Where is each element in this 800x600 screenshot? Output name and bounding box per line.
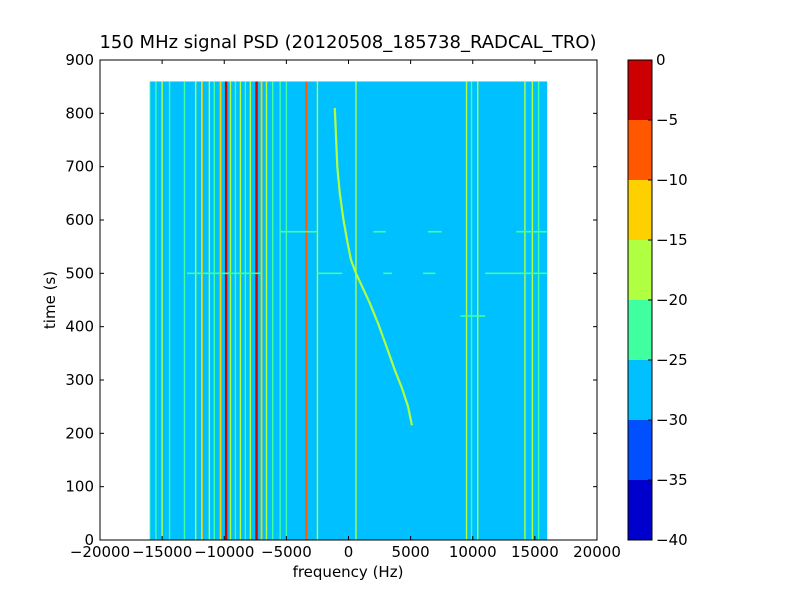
time-artifact-0-0 xyxy=(186,272,262,275)
spectral-line-7 xyxy=(208,81,211,540)
colorbar-segment-6 xyxy=(628,120,652,180)
spectral-line-29 xyxy=(531,81,534,540)
y-axis-ticks: 0 100 200 300 400 500 600 700 800 900 xyxy=(65,51,597,549)
colorbar-segment-7 xyxy=(628,60,652,120)
colorbar-segment-3 xyxy=(628,300,652,360)
spectral-line-8 xyxy=(213,81,216,540)
spectral-line-6 xyxy=(200,81,203,540)
spectral-line-3 xyxy=(168,81,171,540)
y-tick-label: 100 xyxy=(65,478,94,496)
spectral-line-16 xyxy=(255,81,258,540)
colorbar-tick-label: 0 xyxy=(656,51,666,69)
x-tick-label: −20000 xyxy=(70,543,130,561)
colorbar-segment-0 xyxy=(628,480,652,540)
spectrogram-heatmap xyxy=(149,81,548,540)
spectral-line-9 xyxy=(219,81,222,540)
time-artifact-1-1 xyxy=(373,230,386,233)
colorbar-segment-1 xyxy=(628,420,652,480)
colorbar-segment-4 xyxy=(628,240,652,300)
y-tick-label: 300 xyxy=(65,371,94,389)
colorbar-tick-label: −15 xyxy=(656,231,688,249)
spectral-line-5 xyxy=(194,81,197,540)
x-tick-label: 15000 xyxy=(511,543,559,561)
colorbar-tick-label: −25 xyxy=(656,351,688,369)
colorbar-tick-label: −5 xyxy=(656,111,678,129)
spectral-line-14 xyxy=(244,81,247,540)
x-axis-ticks: −20000 −15000 −10000 −5000 0 5000 10000 15000 20… xyxy=(70,60,621,561)
y-tick-label: 900 xyxy=(65,51,94,69)
colorbar xyxy=(628,60,652,540)
time-artifact-2-0 xyxy=(460,315,486,317)
x-tick-label: −15000 xyxy=(132,543,192,561)
time-artifact-1-3 xyxy=(516,230,548,233)
time-artifact-1-2 xyxy=(428,230,442,233)
colorbar-tick-label: −20 xyxy=(656,291,688,309)
spectral-line-19 xyxy=(272,81,274,540)
colorbar-tick-label: −35 xyxy=(656,471,688,489)
time-artifact-0-4 xyxy=(485,272,548,275)
x-tick-label: 0 xyxy=(344,543,354,561)
spectral-line-13 xyxy=(239,81,242,540)
colorbar-ticks: 0 −5 −10 −15 −20 −25 −30 −35 −40 xyxy=(648,51,688,549)
y-tick-label: 800 xyxy=(65,104,94,122)
spectral-line-10 xyxy=(224,81,228,540)
x-tick-label: −10000 xyxy=(194,543,254,561)
y-tick-label: 200 xyxy=(65,424,94,442)
spectral-line-30 xyxy=(537,81,540,540)
drifting-signal xyxy=(333,107,413,426)
x-tick-label: 20000 xyxy=(573,543,621,561)
x-tick-label: 10000 xyxy=(449,543,497,561)
spectral-line-22 xyxy=(305,81,308,540)
spectral-line-21 xyxy=(285,81,288,540)
y-tick-label: 400 xyxy=(65,318,94,336)
spectral-line-27 xyxy=(477,81,479,540)
colorbar-tick-label: −30 xyxy=(656,411,688,429)
spectral-line-18 xyxy=(265,81,268,540)
spectral-line-20 xyxy=(279,81,281,540)
spectral-line-0 xyxy=(149,81,151,540)
spectral-line-4 xyxy=(183,81,186,540)
x-tick-label: 5000 xyxy=(392,543,430,561)
time-artifact-0-1 xyxy=(317,272,343,275)
y-tick-label: 500 xyxy=(65,264,94,282)
spectral-line-11 xyxy=(229,81,232,540)
spectral-line-24 xyxy=(355,81,357,540)
spectral-line-1 xyxy=(155,81,157,540)
time-artifact-1-0 xyxy=(280,230,318,233)
x-tick-label: −5000 xyxy=(261,543,312,561)
spectral-line-15 xyxy=(249,81,252,540)
spectral-line-17 xyxy=(260,81,263,540)
spectral-line-28 xyxy=(524,81,526,540)
x-axis-label: frequency (Hz) xyxy=(293,563,404,581)
colorbar-segment-5 xyxy=(628,180,652,240)
spectral-line-12 xyxy=(234,81,237,540)
colorbar-segment-2 xyxy=(628,360,652,420)
time-artifact-0-3 xyxy=(423,272,436,275)
spectral-line-2 xyxy=(161,81,163,540)
heatmap-background xyxy=(149,81,548,540)
spectral-line-23 xyxy=(316,81,319,540)
chart-title: 150 MHz signal PSD (20120508_185738_RADC… xyxy=(99,32,596,53)
y-tick-label: 600 xyxy=(65,211,94,229)
time-artifact-0-2 xyxy=(383,272,392,275)
colorbar-tick-label: −40 xyxy=(656,531,688,549)
spectral-line-26 xyxy=(470,81,473,540)
y-tick-label: 700 xyxy=(65,158,94,176)
colorbar-tick-label: −10 xyxy=(656,171,688,189)
y-axis-label: time (s) xyxy=(41,271,59,329)
spectral-line-25 xyxy=(465,81,468,540)
y-tick-label: 0 xyxy=(84,531,94,549)
